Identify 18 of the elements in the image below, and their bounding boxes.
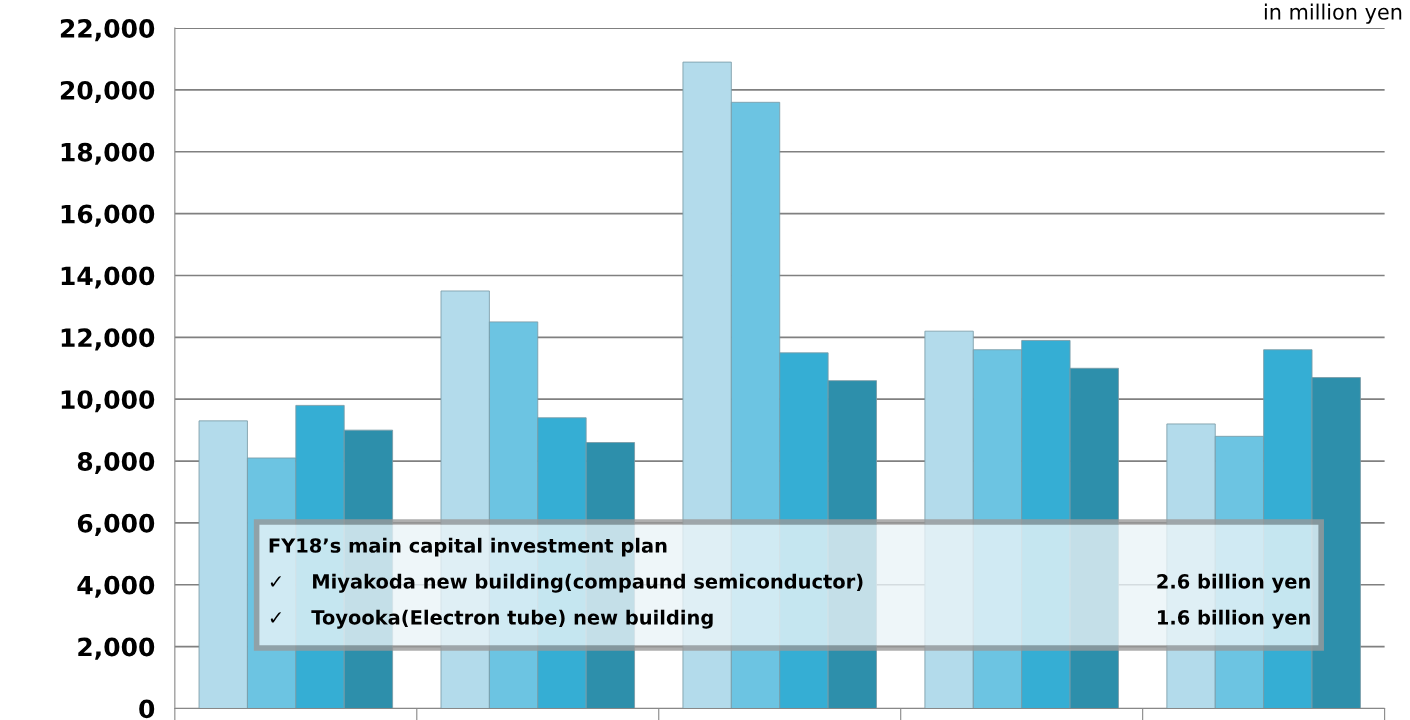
y-tick-label: 8,000 xyxy=(77,452,155,475)
y-tick-label: 20,000 xyxy=(60,80,155,103)
y-tick-label: 0 xyxy=(139,699,155,719)
y-tick-label: 12,000 xyxy=(61,328,155,351)
annotation: 1.6 billion yen xyxy=(1158,609,1310,629)
text: in million yen xyxy=(1264,3,1402,24)
y-tick-label: 18,000 xyxy=(61,142,155,165)
y-tick-label: 22,000 xyxy=(60,19,155,42)
annotation: ✓ Toyooka(Electron tube) new building xyxy=(270,609,713,629)
y-tick-label: 2,000 xyxy=(78,637,155,660)
annotation: 2.6 billion yen xyxy=(1157,573,1310,593)
annotation: ✓ Miyakoda new building(compaund semiconductor) xyxy=(270,573,863,593)
y-tick-label: 10,000 xyxy=(61,390,155,413)
y-tick-label: 6,000 xyxy=(77,513,155,536)
y-tick-label: 4,000 xyxy=(77,575,155,598)
y-tick-label: 16,000 xyxy=(61,204,155,227)
y-tick-label: 14,000 xyxy=(61,266,155,289)
annotation: FY18’s main capital investment plan xyxy=(269,537,667,557)
